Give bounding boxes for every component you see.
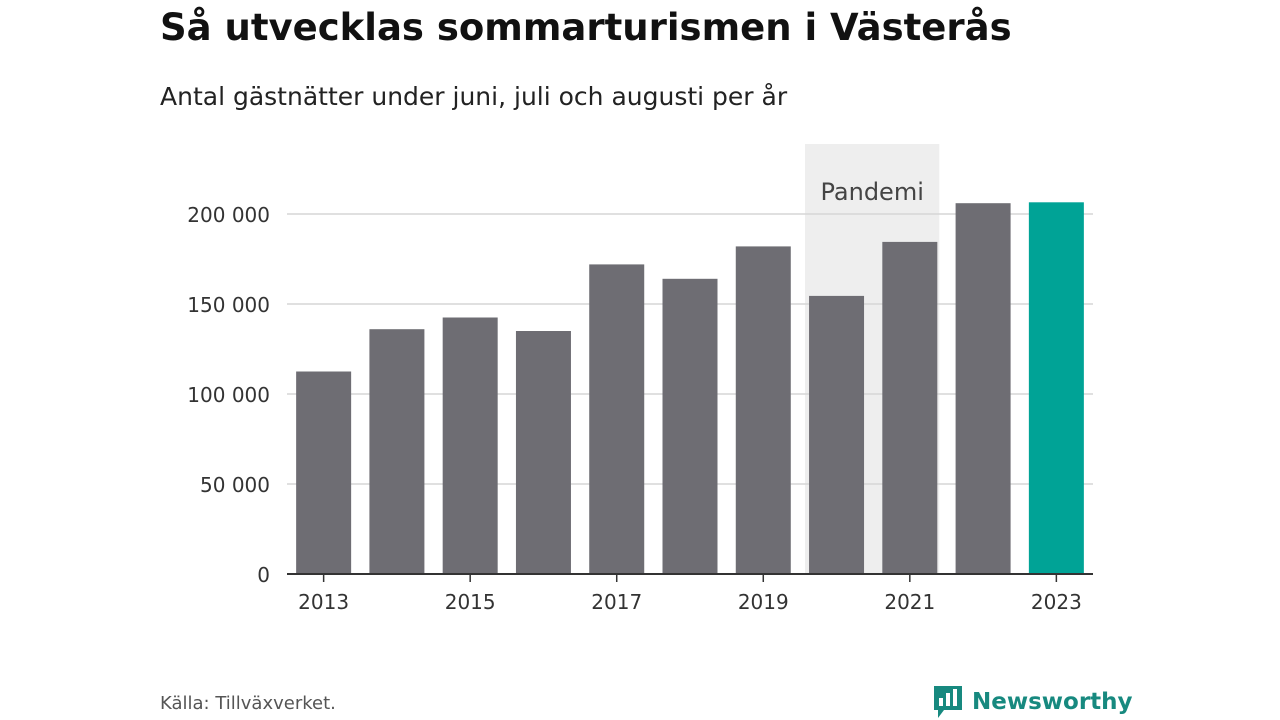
brand-name: Newsworthy xyxy=(972,689,1133,715)
y-tick-label: 0 xyxy=(257,563,270,587)
bar-2020 xyxy=(809,295,865,574)
x-tick-label: 2013 xyxy=(298,590,349,614)
bar-2023 xyxy=(1028,202,1084,575)
bar-2014 xyxy=(369,329,425,574)
bar-2016 xyxy=(515,331,571,574)
bar-2017 xyxy=(589,264,645,574)
x-tick-label: 2017 xyxy=(591,590,642,614)
x-tick-label: 2023 xyxy=(1031,590,1082,614)
x-tick-label: 2019 xyxy=(738,590,789,614)
x-tick-label: 2021 xyxy=(884,590,935,614)
y-tick-label: 200 000 xyxy=(187,203,270,227)
source-note: Källa: Tillväxverket. xyxy=(160,693,336,714)
x-tick-label: 2015 xyxy=(445,590,496,614)
pandemic-label: Pandemi xyxy=(821,178,924,206)
chart-title: Så utvecklas sommarturismen i Västerås xyxy=(160,6,1012,49)
y-tick-label: 50 000 xyxy=(200,473,270,497)
bar-chart: Pandemi 0 50 000 100 000 150 000 200 000 201… xyxy=(187,144,1093,614)
y-tick-label: 150 000 xyxy=(187,293,270,317)
brand: Newsworthy xyxy=(932,684,1133,720)
newsworthy-logo-icon xyxy=(934,686,962,718)
bar-2015 xyxy=(442,317,498,574)
y-tick-label: 100 000 xyxy=(187,383,270,407)
bar-2019 xyxy=(735,246,791,574)
bar-2022 xyxy=(955,203,1011,574)
bar-2013 xyxy=(296,371,352,574)
bar-2021 xyxy=(882,241,938,574)
bar-2018 xyxy=(662,278,718,574)
chart-subtitle: Antal gästnätter under juni, juli och au… xyxy=(160,82,788,111)
